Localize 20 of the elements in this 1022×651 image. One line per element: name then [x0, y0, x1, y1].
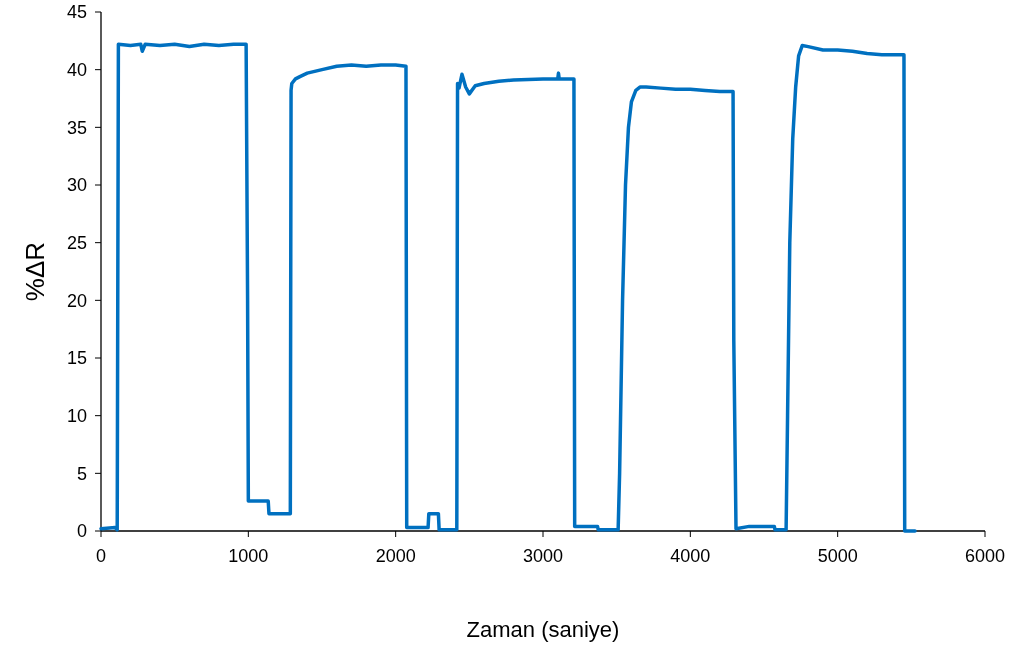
y-tick-label: 45: [66, 2, 87, 23]
x-tick-label: 2000: [375, 546, 416, 566]
x-tick-label: 4000: [670, 546, 711, 566]
x-tick-label: 5000: [817, 546, 858, 566]
x-tick-label: 0: [95, 546, 107, 566]
y-tick-label: 25: [66, 232, 87, 253]
y-tick-label: 40: [66, 59, 87, 80]
x-tick-label: 6000: [964, 546, 1006, 566]
y-tick-label: 0: [76, 521, 87, 542]
y-tick-label: 30: [66, 175, 87, 196]
y-tick-label: 15: [66, 348, 87, 369]
y-tick-label: 5: [76, 463, 87, 484]
y-axis-title: %ΔR: [20, 241, 50, 302]
y-tick-label: 20: [66, 290, 87, 311]
y-tick-label: 35: [66, 117, 87, 138]
x-tick-label: 1000: [228, 546, 269, 566]
x-tick-label: 3000: [522, 546, 564, 566]
line-series: [99, 42, 917, 533]
x-axis-title: Zaman (saniye): [466, 617, 620, 642]
y-tick-label: 10: [66, 405, 87, 426]
